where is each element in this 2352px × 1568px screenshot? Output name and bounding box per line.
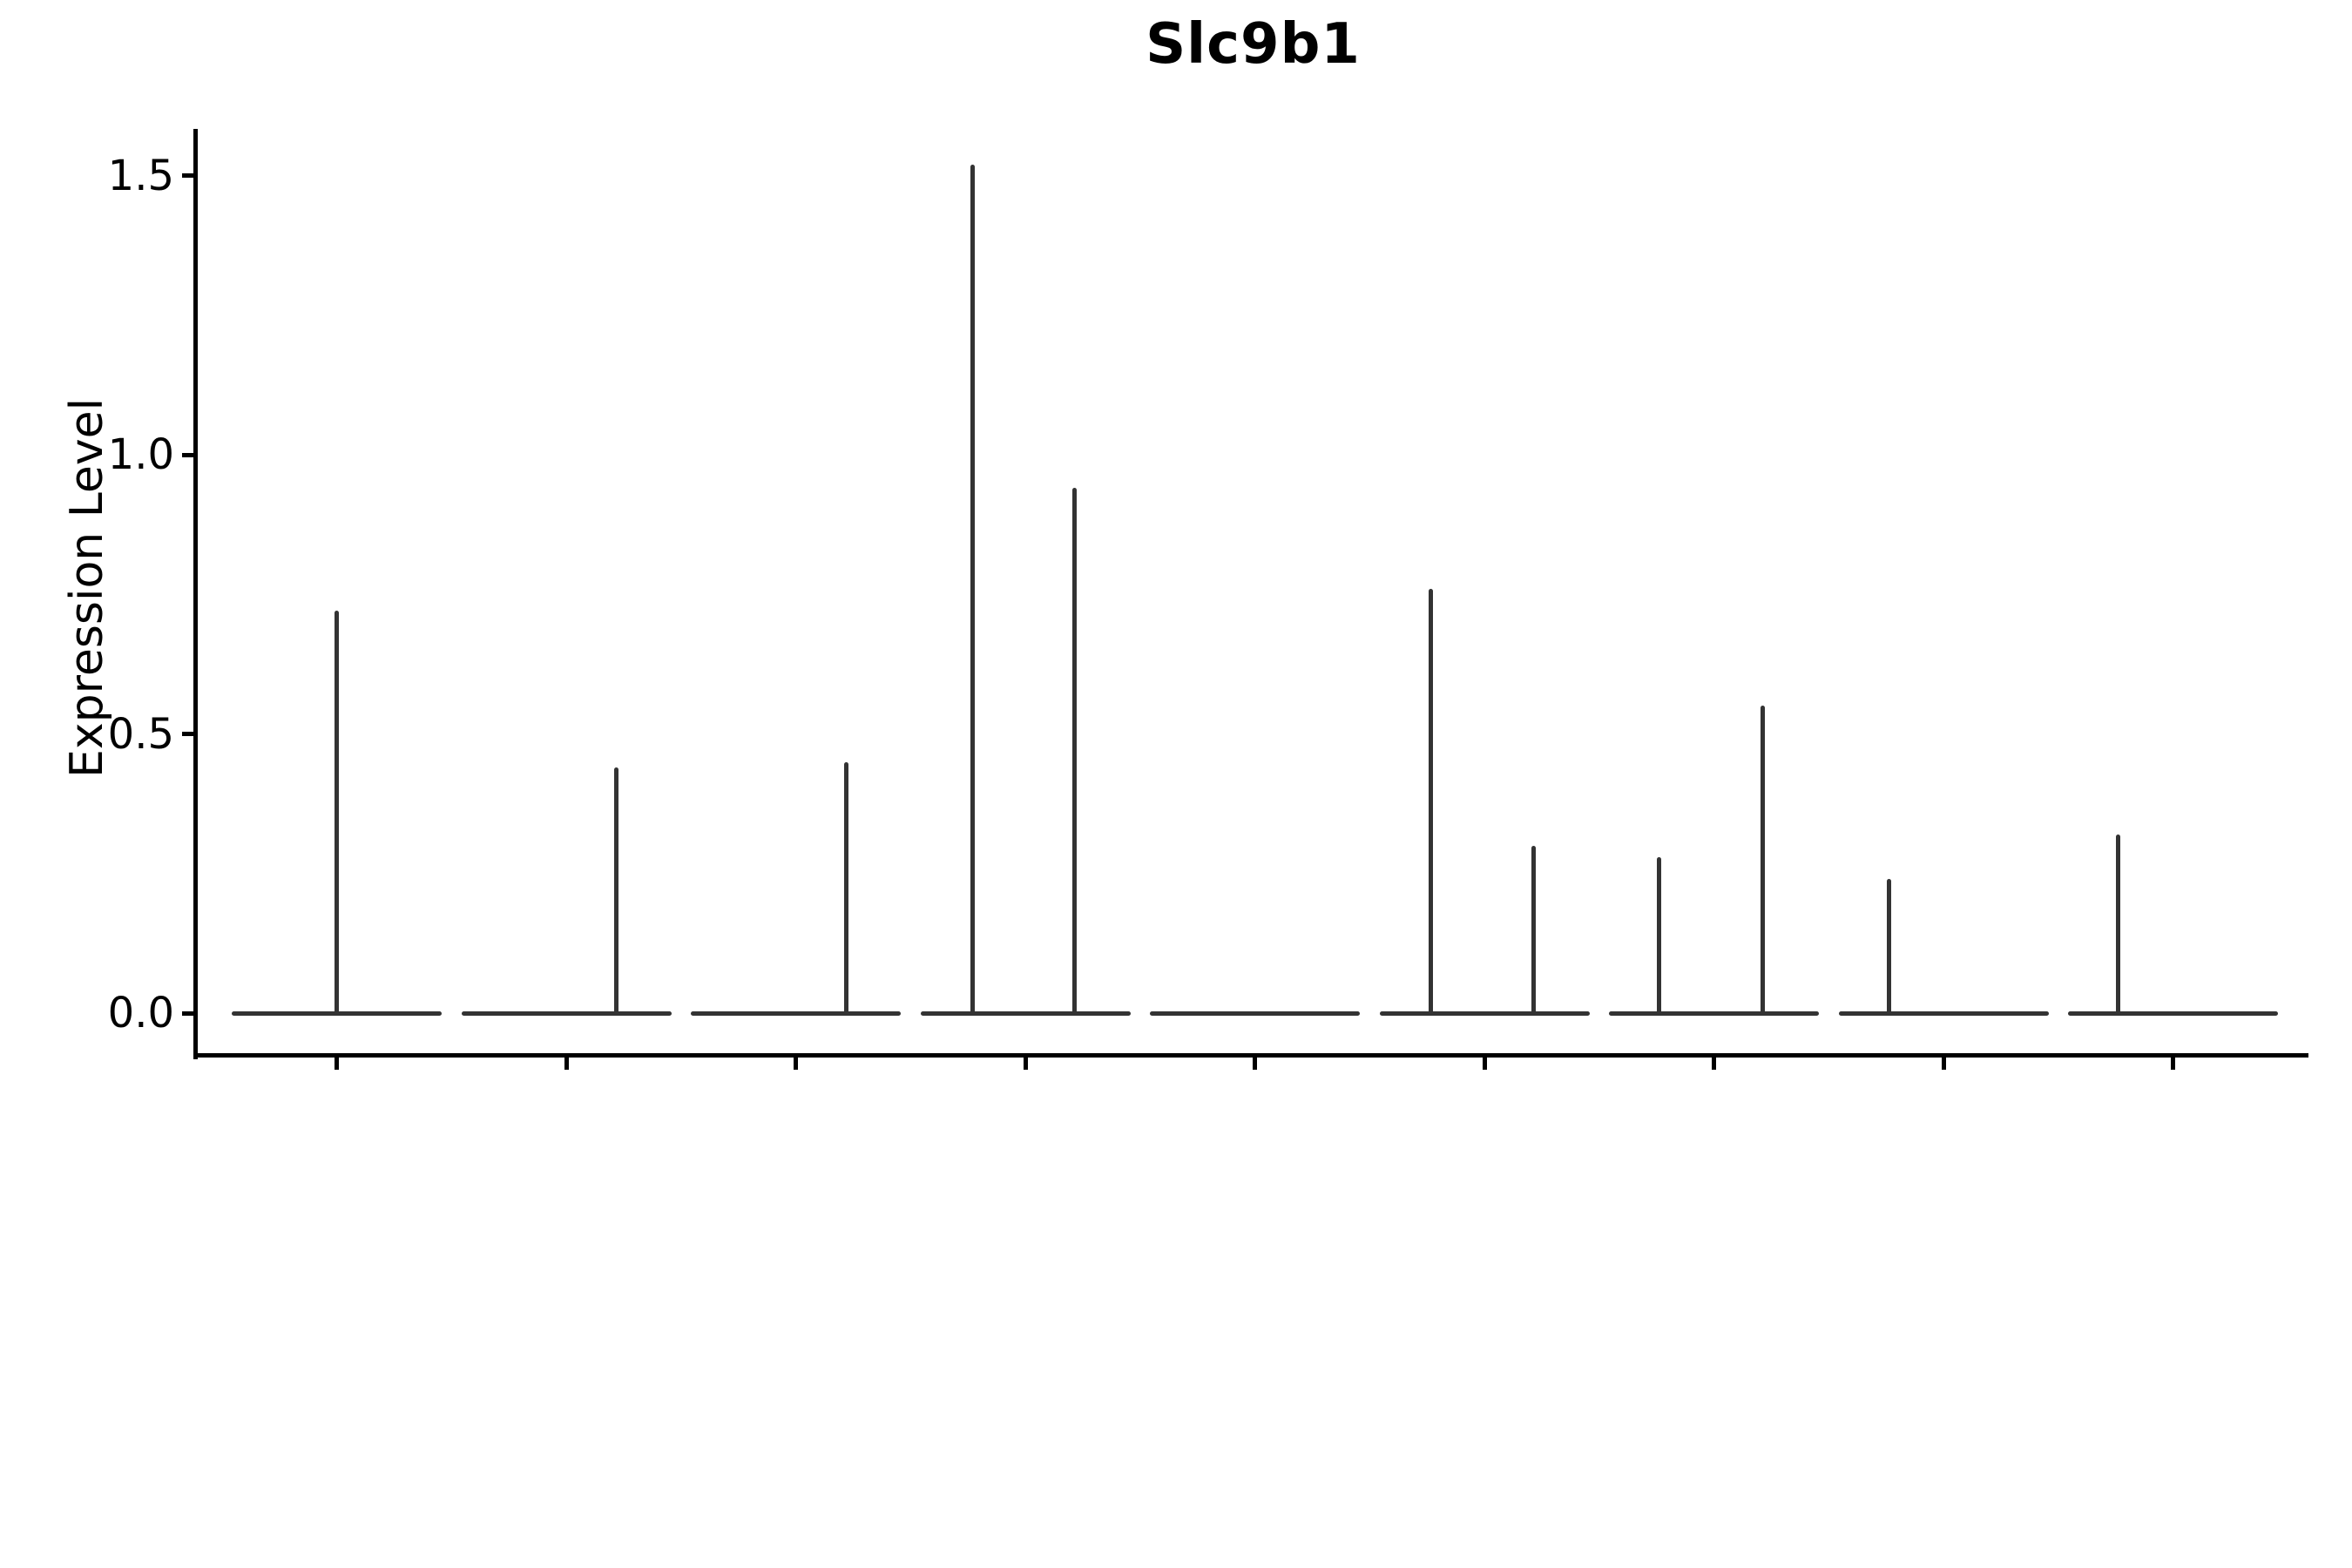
violin-spike <box>844 761 848 1013</box>
x-tick-mark <box>1023 1057 1028 1070</box>
violin-spike <box>613 767 618 1013</box>
violin-spike <box>1531 845 1536 1013</box>
y-tick-mark <box>182 1010 198 1016</box>
x-tick-mark <box>794 1057 798 1070</box>
y-tick-label: 0.0 <box>107 989 174 1037</box>
violin-spike <box>970 164 975 1013</box>
violin-zero-line <box>1838 1010 2049 1016</box>
violin-zero-line <box>1150 1010 1360 1016</box>
x-tick-mark <box>2171 1057 2175 1070</box>
chart-title: Slc9b1 <box>1146 12 1361 77</box>
y-axis-title: Expression Level <box>61 397 113 779</box>
violin-zero-line <box>2068 1010 2278 1016</box>
violin-spike <box>1428 588 1433 1013</box>
violin-spike <box>1071 488 1077 1013</box>
violin-spike <box>1886 879 1891 1013</box>
violin-spike <box>1657 856 1661 1013</box>
x-tick-mark <box>1253 1057 1257 1070</box>
violin-zero-line <box>691 1010 901 1016</box>
x-tick-mark <box>1941 1057 1946 1070</box>
x-tick-mark <box>564 1057 569 1070</box>
violin-zero-line <box>1609 1010 1819 1016</box>
y-tick-label: 1.5 <box>107 151 174 200</box>
x-tick-mark <box>1482 1057 1487 1070</box>
violin-spike <box>2116 834 2120 1013</box>
x-axis-line <box>193 1052 2308 1058</box>
y-tick-mark <box>182 732 198 736</box>
violin-zero-line <box>461 1010 672 1016</box>
y-axis-line <box>193 129 198 1059</box>
violin-zero-line <box>232 1010 442 1016</box>
y-tick-label: 1.0 <box>107 430 174 479</box>
y-tick-mark <box>182 173 198 178</box>
violin-spike <box>335 611 339 1013</box>
x-tick-mark <box>335 1057 339 1070</box>
violin-zero-line <box>1379 1010 1590 1016</box>
x-tick-mark <box>1712 1057 1716 1070</box>
y-tick-mark <box>182 452 198 457</box>
violin-spike <box>1761 706 1765 1013</box>
violin-zero-line <box>920 1010 1131 1016</box>
y-tick-label: 0.5 <box>107 709 174 759</box>
